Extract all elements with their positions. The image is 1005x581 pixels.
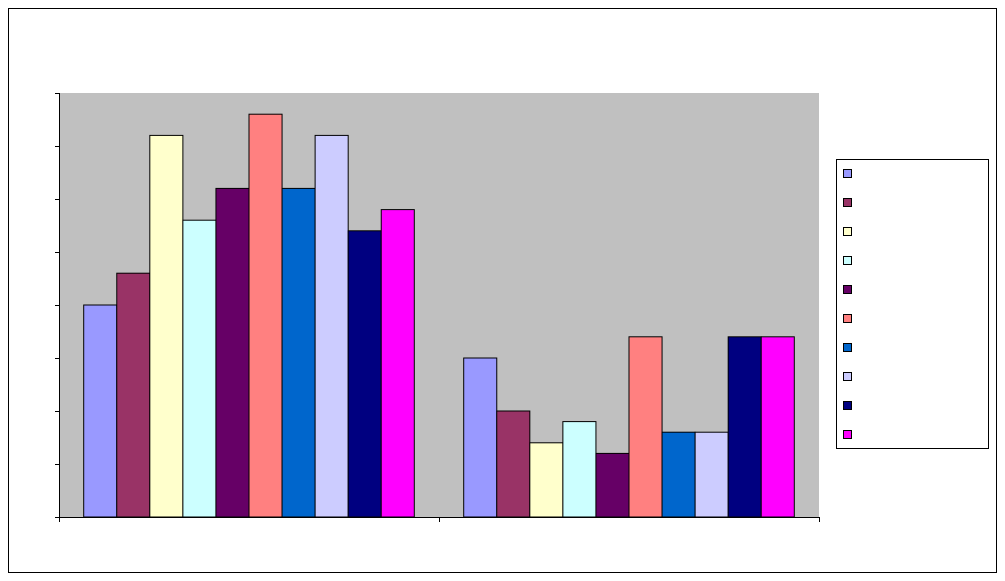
- bar: [760, 336, 795, 518]
- bar: [380, 209, 415, 518]
- bar: [314, 134, 349, 518]
- bar: [694, 431, 729, 518]
- plot-area: [55, 93, 820, 522]
- bar: [628, 336, 663, 518]
- legend-swatch: [843, 314, 852, 323]
- legend-swatch: [843, 198, 852, 207]
- bar: [496, 410, 531, 518]
- bar: [347, 230, 382, 518]
- legend: [843, 169, 852, 439]
- bar: [149, 134, 184, 518]
- bar: [661, 431, 696, 518]
- legend-swatch: [843, 372, 852, 381]
- legend-swatch: [843, 401, 852, 410]
- bar: [83, 304, 118, 518]
- legend-swatch: [843, 285, 852, 294]
- bar: [248, 113, 283, 518]
- legend-box: [836, 159, 989, 449]
- bar: [281, 187, 316, 518]
- bar: [182, 219, 217, 518]
- bar: [595, 452, 630, 518]
- legend-swatch: [843, 169, 852, 178]
- bar: [116, 272, 151, 518]
- legend-swatch: [843, 430, 852, 439]
- legend-swatch: [843, 256, 852, 265]
- legend-swatch: [843, 227, 852, 236]
- bar: [529, 442, 564, 518]
- bar: [463, 357, 498, 518]
- bar: [215, 187, 250, 518]
- legend-swatch: [843, 343, 852, 352]
- bar: [562, 421, 597, 518]
- bar: [727, 336, 762, 518]
